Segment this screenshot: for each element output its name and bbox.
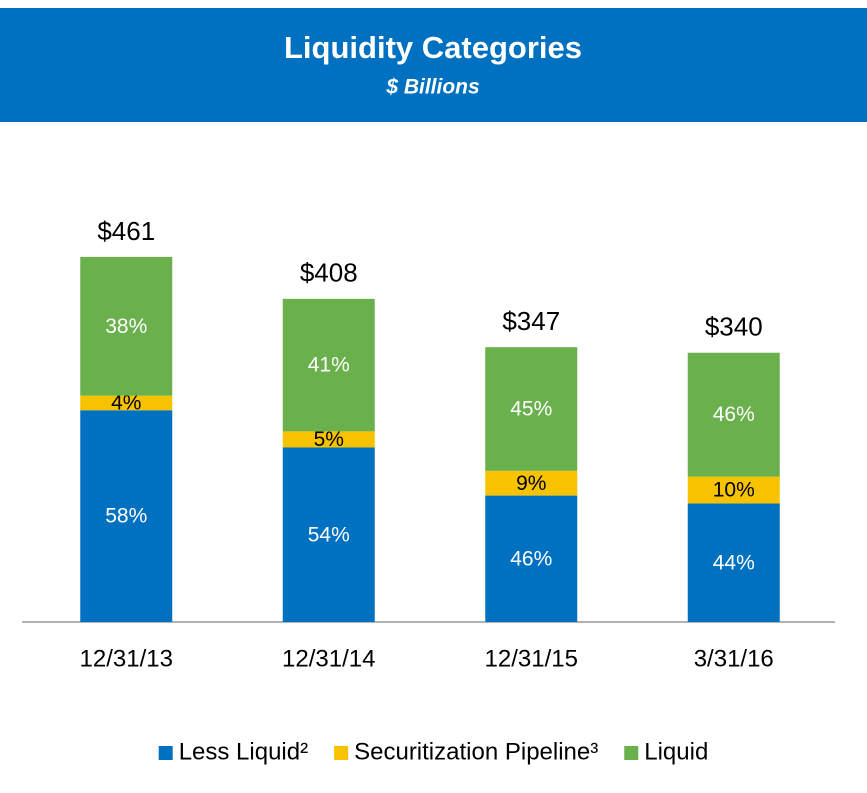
legend-item: Liquid xyxy=(624,738,708,765)
data-label: 5% xyxy=(314,428,344,451)
data-label: 44% xyxy=(713,551,755,574)
data-label: 46% xyxy=(510,547,552,570)
bar-segment xyxy=(80,256,173,396)
x-tick-label: 12/31/13 xyxy=(80,645,173,672)
legend-swatch xyxy=(624,746,639,760)
bar-segment xyxy=(80,395,173,411)
legend-label: Securitization Pipeline³ xyxy=(354,738,598,765)
legend-item: Securitization Pipeline³ xyxy=(334,738,598,765)
bar-segment xyxy=(485,347,578,471)
data-label: 46% xyxy=(713,403,755,426)
bar-segment xyxy=(282,447,375,622)
bar-segment xyxy=(80,410,173,622)
x-tick-label: 12/31/14 xyxy=(282,645,375,672)
legend-item: Less Liquid² xyxy=(158,738,308,765)
data-label: 38% xyxy=(105,315,147,338)
bar-segment xyxy=(687,476,780,504)
data-label: 10% xyxy=(713,479,755,502)
total-label: $347 xyxy=(502,306,560,336)
legend-label: Liquid xyxy=(644,738,708,765)
data-label: 58% xyxy=(105,505,147,528)
total-label: $408 xyxy=(300,258,358,288)
total-label: $340 xyxy=(705,312,763,342)
bar-segment xyxy=(687,503,780,622)
total-label: $461 xyxy=(97,216,155,246)
bar-segment xyxy=(687,352,780,477)
bar-segment xyxy=(485,495,578,622)
chart-subtitle: $ Billions xyxy=(385,76,479,99)
data-label: 41% xyxy=(308,354,350,377)
bar-segment xyxy=(485,470,578,496)
legend-swatch xyxy=(158,746,173,760)
data-label: 54% xyxy=(308,523,350,546)
data-label: 45% xyxy=(510,398,552,421)
bar-segment xyxy=(282,431,375,448)
chart-title: Liquidity Categories xyxy=(284,30,582,65)
x-tick-label: 3/31/16 xyxy=(694,645,774,672)
data-label: 9% xyxy=(516,472,546,495)
header-band xyxy=(0,8,867,122)
legend-label: Less Liquid² xyxy=(179,738,308,765)
bar-segment xyxy=(282,298,375,432)
data-label: 4% xyxy=(111,391,141,414)
legend-swatch xyxy=(334,746,349,760)
x-tick-label: 12/31/15 xyxy=(485,645,578,672)
